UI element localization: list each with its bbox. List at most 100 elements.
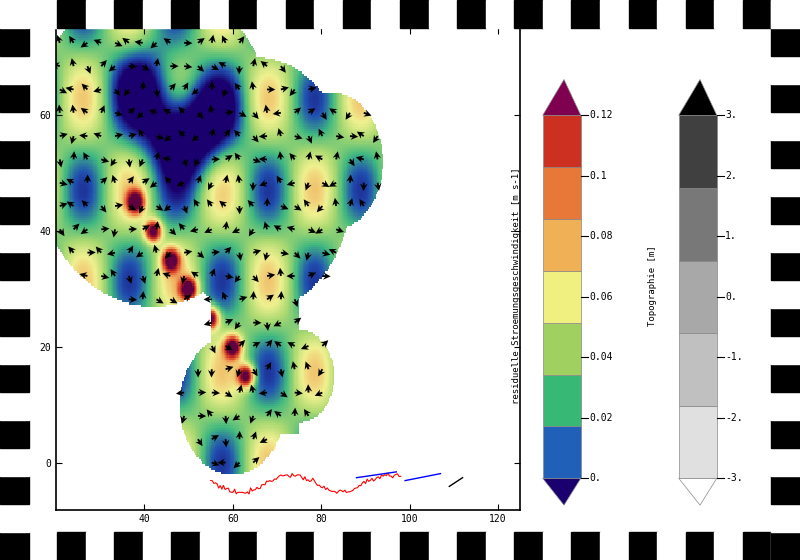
Bar [0, 0, 29, 28]
Bar [457, 0, 486, 28]
Text: 0.: 0. [589, 473, 601, 483]
Bar [200, 532, 229, 560]
Text: -2.: -2. [725, 413, 743, 423]
Bar [743, 532, 771, 560]
Bar [678, 188, 717, 260]
Bar [0, 280, 29, 308]
Text: 0.12: 0.12 [589, 110, 613, 120]
Bar [0, 196, 29, 224]
Bar [542, 219, 581, 271]
Bar [0, 168, 29, 196]
Bar [543, 0, 571, 28]
Bar [771, 364, 800, 392]
Bar [771, 112, 800, 140]
Text: 0.: 0. [725, 292, 737, 302]
Bar [771, 140, 800, 168]
Bar [771, 280, 800, 308]
Bar [771, 252, 800, 280]
Bar [714, 532, 743, 560]
Bar [542, 271, 581, 323]
Bar [57, 532, 86, 560]
Bar [86, 0, 114, 28]
Bar [771, 0, 800, 28]
Bar [657, 532, 686, 560]
Text: 0.02: 0.02 [589, 413, 613, 423]
Bar [771, 392, 800, 420]
Bar [0, 308, 29, 336]
Bar [486, 532, 514, 560]
Bar [0, 56, 29, 84]
Bar [343, 532, 371, 560]
Bar [771, 84, 800, 112]
Text: 3.: 3. [725, 110, 737, 120]
Bar [771, 336, 800, 364]
Bar [429, 532, 457, 560]
Bar [0, 0, 29, 28]
Bar [229, 532, 257, 560]
Bar [457, 532, 486, 560]
Bar [771, 168, 800, 196]
Bar [771, 476, 800, 504]
Text: residuelle Stroemungsgeschwindigkeit [m s-1]: residuelle Stroemungsgeschwindigkeit [m … [512, 167, 521, 404]
Bar [286, 0, 314, 28]
Bar [171, 532, 200, 560]
Text: -3.: -3. [725, 473, 743, 483]
Bar [771, 448, 800, 476]
Bar [571, 532, 600, 560]
Bar [771, 308, 800, 336]
Bar [514, 532, 543, 560]
Polygon shape [678, 80, 717, 115]
Bar [143, 532, 171, 560]
Bar [171, 0, 200, 28]
Bar [0, 112, 29, 140]
Bar [629, 0, 657, 28]
Bar [629, 532, 657, 560]
Text: 0.1: 0.1 [589, 171, 607, 181]
Bar [600, 532, 629, 560]
Bar [743, 0, 771, 28]
Bar [314, 0, 343, 28]
Polygon shape [542, 80, 581, 115]
Bar [0, 336, 29, 364]
Bar [86, 532, 114, 560]
Bar [257, 0, 286, 28]
Bar [486, 0, 514, 28]
Bar [686, 0, 714, 28]
Bar [400, 0, 429, 28]
Text: -1.: -1. [725, 352, 743, 362]
Bar [29, 532, 57, 560]
Bar [114, 532, 143, 560]
Bar [771, 196, 800, 224]
Bar [542, 115, 581, 167]
Bar [514, 0, 543, 28]
Bar [0, 252, 29, 280]
Bar [771, 0, 800, 28]
Bar [143, 0, 171, 28]
Text: 2.: 2. [725, 171, 737, 181]
Bar [29, 0, 57, 28]
Bar [0, 84, 29, 112]
Bar [229, 0, 257, 28]
Bar [771, 504, 800, 532]
Bar [771, 56, 800, 84]
Bar [678, 115, 717, 188]
Bar [678, 405, 717, 478]
Bar [0, 420, 29, 448]
Bar [542, 167, 581, 219]
Bar [0, 532, 29, 560]
Bar [314, 532, 343, 560]
Bar [400, 532, 429, 560]
Bar [714, 0, 743, 28]
Bar [286, 532, 314, 560]
Text: 0.08: 0.08 [589, 231, 613, 241]
Bar [257, 532, 286, 560]
Bar [542, 426, 581, 478]
Bar [429, 0, 457, 28]
Bar [542, 375, 581, 426]
Bar [771, 532, 800, 560]
Bar [571, 0, 600, 28]
Polygon shape [542, 478, 581, 505]
Bar [0, 364, 29, 392]
Bar [542, 323, 581, 375]
Bar [343, 0, 371, 28]
